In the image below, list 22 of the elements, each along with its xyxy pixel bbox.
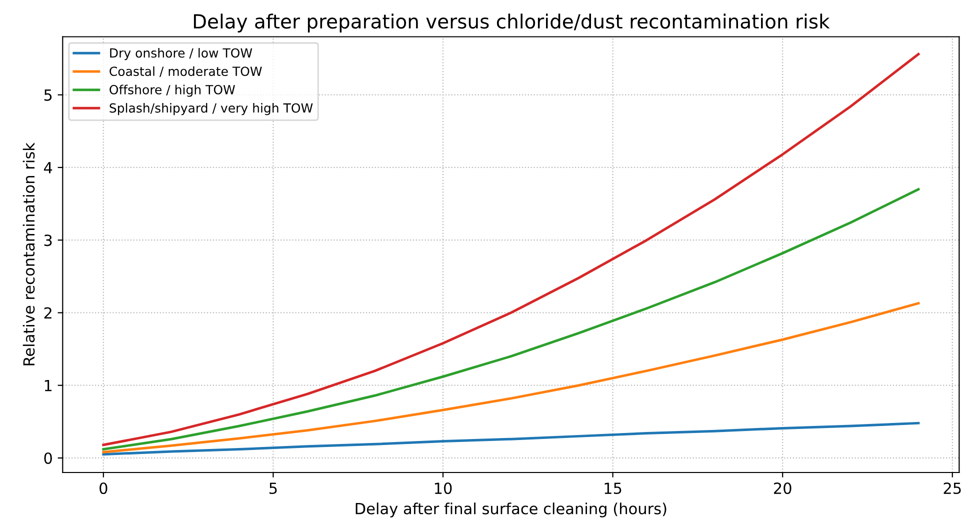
y-tick-label: 5 (44, 90, 52, 101)
legend-label: Dry onshore / low TOW (110, 48, 252, 60)
line-series (102, 188, 920, 451)
y-tick-label: 1 (44, 380, 52, 392)
x-tick-label: 10 (434, 482, 452, 494)
x-tick-label: 15 (604, 482, 622, 494)
y-axis-title: Relative recontamination risk (22, 142, 35, 366)
x-tick-label: 0 (100, 482, 108, 494)
legend-label: Coastal / moderate TOW (110, 66, 262, 78)
x-tick-label: 25 (944, 482, 961, 494)
legend-label: Offshore / high TOW (110, 84, 235, 97)
y-tick-label: 3 (44, 234, 52, 246)
legend-label: Splash/shipyard / very high TOW (110, 103, 313, 116)
y-tick-label: 2 (44, 307, 52, 319)
x-axis-title: Delay after final surface cleaning (hours) (356, 502, 666, 518)
chart-title: Delay after preparation versus chloride/dust recontamination risk (194, 14, 830, 32)
y-tick-label: 4 (44, 162, 52, 174)
line-series (102, 302, 920, 454)
x-tick-label: 20 (774, 482, 792, 494)
x-tick-label: 5 (270, 482, 277, 494)
y-tick-label: 0 (44, 452, 52, 464)
line-series (102, 422, 920, 456)
